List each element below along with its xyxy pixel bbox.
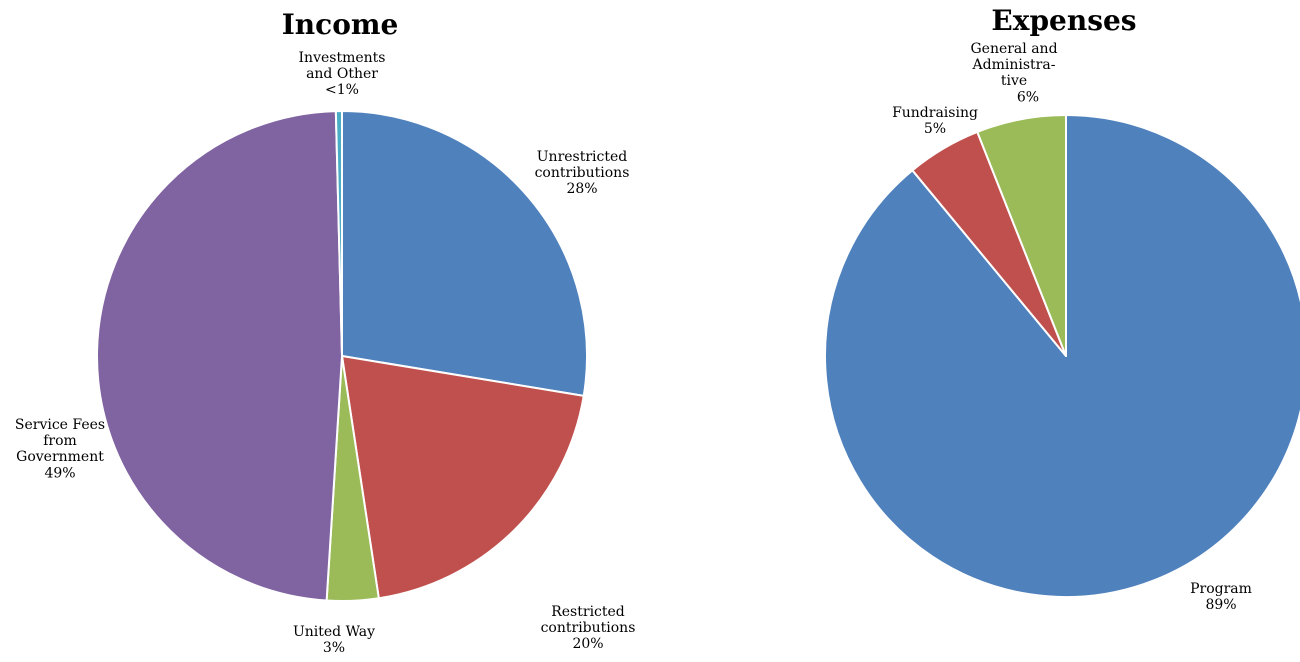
income-percent-investments-and-other: <1%	[325, 82, 359, 98]
income-percent-united-way: 3%	[323, 640, 345, 656]
income-label-investments-and-other: Investments and Other <1%	[299, 50, 386, 98]
income-slice-investments-and-other	[334, 110, 343, 357]
income-percent-service-fees-from-government: 49%	[44, 465, 75, 481]
expenses-label-fundraising: Fundraising 5%	[892, 105, 978, 137]
income-percent-restricted-contributions: 20%	[572, 636, 603, 652]
expenses-labels: Program 89% Fundraising 5%General and Admini…	[892, 41, 1252, 613]
expenses-slice-program	[824, 114, 1300, 598]
income-slices	[96, 110, 588, 602]
income-label-service-fees-from-government: Service Fees from Government 49%	[15, 417, 105, 481]
expenses-chart-title: Expenses	[991, 4, 1136, 37]
expenses-slices	[824, 114, 1300, 598]
income-slice-unrestricted-contributions	[341, 110, 588, 397]
income-label-restricted-contributions: Restricted contributions 20%	[541, 604, 636, 652]
income-label-unrestricted-contributions: Unrestricted contributions 28%	[535, 149, 630, 197]
expenses-label-general-and-administrative: General and Administra-tive 6%	[970, 41, 1057, 105]
income-labels: Unrestricted contributions 28% Restricted co…	[15, 50, 636, 656]
income-percent-unrestricted-contributions: 28%	[566, 181, 597, 197]
expenses-percent-fundraising: 5%	[924, 121, 946, 137]
expenses-percent-program: 89%	[1205, 597, 1236, 613]
income-slice-service-fees-from-government	[96, 110, 343, 602]
income-chart-title: Income	[282, 8, 399, 41]
expenses-pie-chart: Expenses Program 89% Fundraising 5%General …	[824, 4, 1300, 613]
income-label-united-way: United Way 3%	[293, 624, 375, 656]
income-pie-chart: Income Unrestricted contributions 28% Restr…	[15, 8, 636, 656]
expenses-label-program: Program 89%	[1190, 581, 1252, 613]
expenses-slice-general-and-administrative	[976, 114, 1067, 357]
expenses-percent-general-and-administrative: 6%	[1017, 89, 1039, 105]
income-slice-restricted-contributions	[341, 355, 585, 600]
